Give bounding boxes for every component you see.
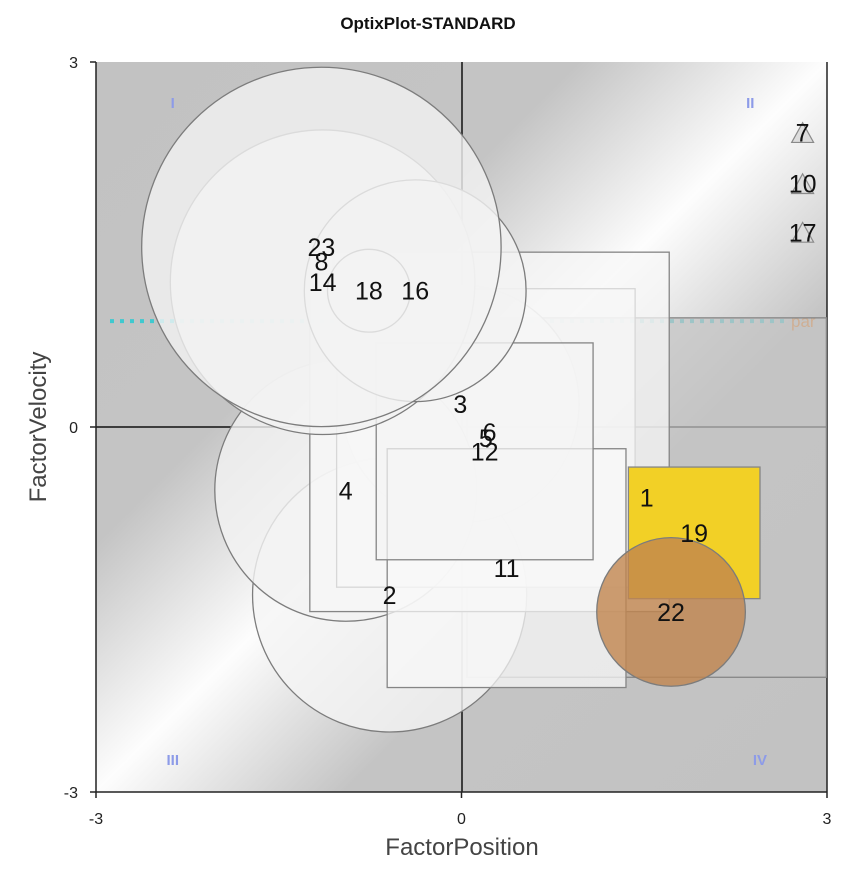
point-17-label: 17 (789, 219, 817, 247)
point-17-marker (790, 221, 815, 243)
x-axis-label: FactorPosition (385, 834, 538, 861)
quadrant-label: III (166, 752, 179, 769)
point-3-label: 3 (453, 391, 467, 419)
point-11-label: 11 (494, 555, 520, 583)
x-tick-label: -3 (89, 811, 103, 828)
point-4-label: 4 (339, 477, 353, 505)
quadrant-label: II (746, 95, 754, 112)
y-tick-label: -3 (64, 785, 78, 802)
x-tick-label: 3 (823, 811, 832, 828)
point-18-label: 18 (355, 278, 383, 306)
point-10-marker (790, 172, 815, 195)
point-2-label: 2 (383, 582, 397, 610)
quadrant-label: IV (753, 752, 767, 769)
point-7-marker (790, 121, 815, 144)
y-axis-label: FactorVelocity (25, 352, 52, 503)
quadrant-label: I (171, 95, 175, 112)
chart-title: OptixPlot-STANDARD (340, 14, 516, 33)
point-23-label: 23 (307, 234, 335, 262)
point-22-marker (596, 536, 747, 687)
y-tick-label: 3 (69, 55, 78, 72)
point-10-label: 10 (789, 171, 817, 199)
point-14-label: 14 (309, 269, 337, 297)
point-23-marker (141, 66, 502, 428)
y-tick-label: 0 (69, 420, 78, 437)
point-19-label: 19 (680, 520, 708, 548)
point-6-label: 6 (483, 419, 497, 447)
point-8-label: 8 (314, 249, 328, 277)
point-16-label: 16 (401, 278, 429, 306)
point-22-label: 22 (657, 599, 685, 627)
point-12-label: 12 (471, 438, 499, 466)
x-tick-label: 0 (457, 811, 466, 828)
point-1-label: 1 (640, 485, 654, 513)
point-5-label: 5 (479, 425, 493, 453)
point-7-label: 7 (796, 120, 810, 148)
